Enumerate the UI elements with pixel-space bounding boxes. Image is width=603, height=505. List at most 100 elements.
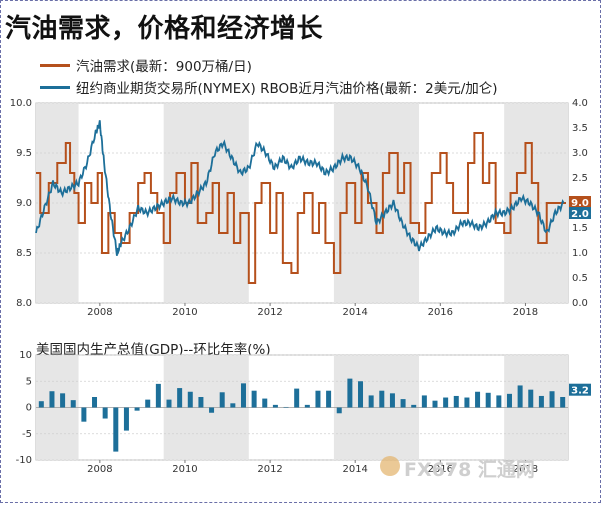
badge-gdp-label: 3.2 [571, 386, 589, 397]
y-right-tick-label: 4.0 [572, 98, 588, 109]
gdp-y-tick-label: 5 [26, 376, 32, 387]
legend-price-swatch [40, 85, 70, 89]
gdp-bar [485, 392, 491, 408]
gdp-bar [240, 383, 246, 408]
gdp-bar [187, 391, 193, 408]
gdp-bar [219, 392, 225, 408]
watermark-logo-icon [380, 456, 400, 476]
gdp-bar [528, 389, 534, 408]
gdp-bar [464, 397, 470, 408]
gdp-bar [475, 391, 481, 408]
y-right-tick-label: 1.5 [572, 223, 588, 234]
y-right-tick-label: 1.0 [572, 248, 588, 259]
gdp-bar [336, 407, 342, 414]
gdp-bar [49, 391, 55, 408]
gdp-bar [347, 378, 353, 408]
y-right-tick-label: 3.5 [572, 123, 588, 134]
gdp-bar [294, 388, 300, 408]
watermark: FX678 汇通网 [404, 459, 535, 481]
gdp-x-tick-label: 2008 [87, 464, 112, 475]
legend-price-label: 纽约商业期货交易所(NYMEX) RBOB近月汽油价格(最新：2美元/加仑) [76, 81, 498, 97]
gdp-bar [81, 407, 87, 422]
gdp-y-tick-label: -5 [22, 429, 32, 440]
gdp-x-tick-label: 2012 [257, 464, 282, 475]
gdp-bar [113, 407, 119, 452]
gdp-bar [38, 401, 44, 408]
gdp-bar [560, 397, 566, 408]
gdp-bar [411, 404, 417, 408]
gdp-bar [230, 403, 236, 408]
gdp-bar [209, 407, 215, 413]
gdp-bar [506, 393, 512, 408]
gdp-bar [443, 397, 449, 408]
gdp-bar [517, 385, 523, 408]
y-left-tick-label: 9.0 [16, 198, 32, 209]
y-right-tick-label: 3.0 [572, 148, 588, 159]
y-left-tick-label: 8.0 [16, 298, 32, 309]
y-right-tick-label: 0.0 [572, 298, 588, 309]
gdp-bar [549, 391, 555, 408]
gdp-bar [134, 407, 140, 411]
gdp-y-tick-label: 10 [19, 350, 32, 361]
x-tick-label: 2012 [257, 307, 282, 318]
y-left-tick-label: 9.5 [16, 148, 32, 159]
gdp-bar [379, 390, 385, 408]
gdp-bar [283, 406, 289, 408]
gdp-x-tick-label: 2018 [513, 464, 538, 475]
x-tick-label: 2008 [87, 307, 112, 318]
gdp-bar [432, 400, 438, 408]
gdp-bar [166, 399, 172, 408]
x-tick-label: 2014 [342, 307, 367, 318]
gdp-bar [198, 397, 204, 408]
gdp-bar [326, 390, 332, 408]
gdp-bar [400, 399, 406, 408]
gdp-bar [358, 381, 364, 408]
gdp-y-tick-label: 0 [26, 403, 32, 414]
badge-gdp [569, 383, 591, 396]
gdp-x-tick-label: 2016 [428, 464, 453, 475]
gdp-bar [60, 393, 66, 408]
gdp-bar [496, 395, 502, 408]
gdp-bar [177, 388, 183, 408]
gdp-bar [145, 399, 151, 408]
legend-price: 纽约商业期货交易所(NYMEX) RBOB近月汽油价格(最新：2美元/加仑) [40, 77, 498, 97]
legend-demand: 汽油需求(最新：900万桶/日) [40, 55, 252, 75]
badge-price-label: 2.0 [571, 209, 589, 220]
series-price-line [35, 120, 565, 256]
y-left-tick-label: 10.0 [10, 98, 32, 109]
legend-demand-label: 汽油需求(最新：900万桶/日) [76, 59, 252, 75]
gdp-bar [315, 390, 321, 408]
x-tick-label: 2018 [513, 307, 538, 318]
badge-demand-label: 9.0 [571, 198, 589, 209]
gdp-bar [70, 400, 76, 408]
gdp-x-tick-label: 2014 [342, 464, 367, 475]
gdp-y-tick-label: -10 [16, 455, 32, 466]
gdp-bar [389, 393, 395, 408]
gdp-bar [453, 395, 459, 408]
y-left-tick-label: 8.5 [16, 248, 32, 259]
gdp-bar [421, 395, 427, 408]
y-right-tick-label: 2.5 [572, 173, 588, 184]
y-right-tick-label: 0.5 [572, 273, 588, 284]
badge-price [569, 207, 591, 219]
gdp-bar [272, 404, 278, 408]
gdp-bar [304, 404, 310, 408]
gdp-chart-title: 美国国内生产总值(GDP)--环比年率(%) [36, 342, 271, 358]
gdp-bar [155, 383, 161, 408]
gdp-bar [251, 390, 257, 408]
gdp-bar [102, 407, 108, 419]
x-tick-label: 2010 [172, 307, 197, 318]
badge-demand [569, 196, 591, 208]
legend-demand-swatch [40, 63, 70, 67]
series-demand-line [36, 132, 566, 284]
gdp-bar [368, 395, 374, 408]
page-title: 汽油需求，价格和经济增长 [5, 14, 324, 44]
x-tick-label: 2016 [428, 307, 453, 318]
gdp-bar [538, 395, 544, 408]
gdp-x-tick-label: 2010 [172, 464, 197, 475]
gdp-bar [123, 407, 129, 431]
gdp-bar [92, 397, 98, 408]
gdp-bar [262, 398, 268, 408]
